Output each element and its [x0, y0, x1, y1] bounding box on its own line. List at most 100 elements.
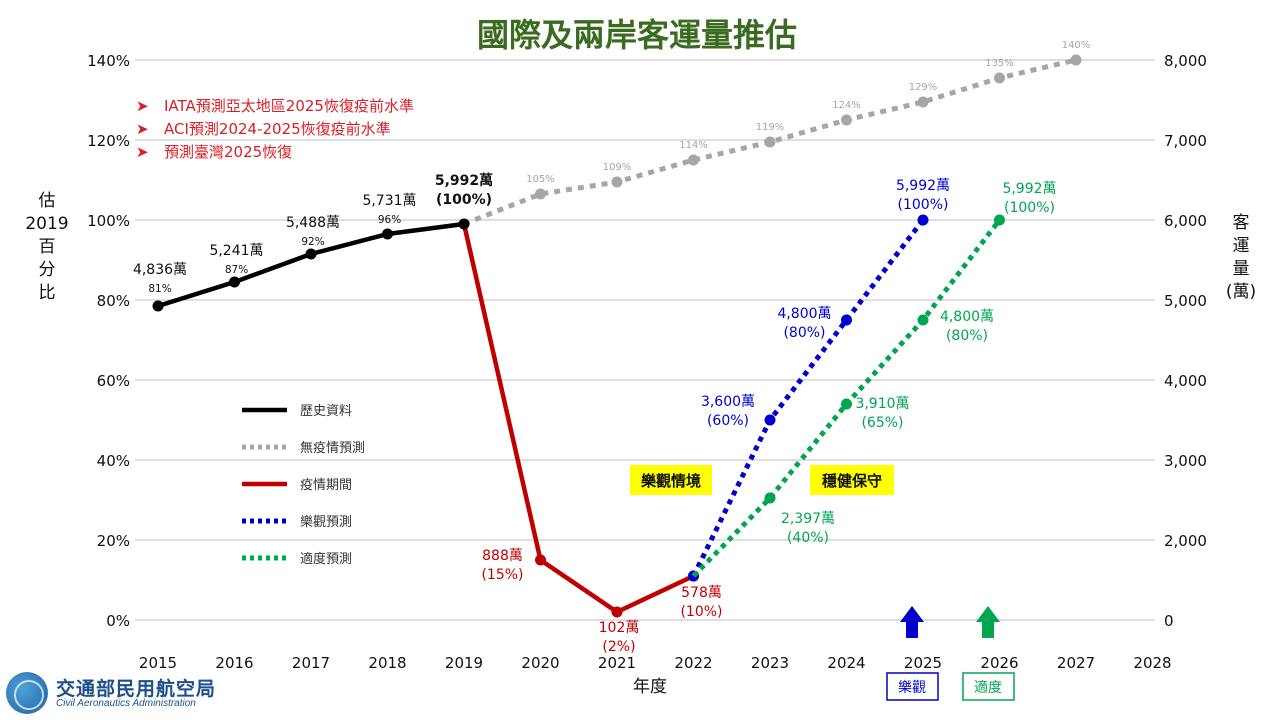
right-tick-label: 8,000: [1164, 52, 1207, 70]
data-point-no_pandemic: [688, 154, 699, 166]
x-tick-label: 2018: [368, 654, 406, 672]
data-label-value: 5,241萬: [209, 243, 263, 259]
data-label-pct: 105%: [526, 174, 555, 185]
legend-label: 適度預測: [300, 551, 352, 567]
data-label-pct: 124%: [832, 100, 861, 111]
data-label-pct: (65%): [861, 415, 903, 431]
data-point-no_pandemic: [1070, 54, 1082, 66]
data-label-pct: 92%: [301, 236, 324, 248]
right-tick-label: 0: [1164, 612, 1174, 630]
x-tick-label: 2022: [674, 654, 712, 672]
recovery-arrows: [900, 606, 1000, 638]
right-tick-label: 3,000: [1164, 452, 1207, 470]
legend-label: 樂觀預測: [300, 514, 352, 530]
data-point-moderate: [994, 214, 1005, 226]
data-point-pandemic: [611, 606, 623, 618]
data-label-value: 5,488萬: [286, 215, 340, 231]
data-label-value: 3,600萬: [701, 394, 755, 410]
x-tick-label: 2028: [1133, 654, 1171, 672]
note-text: IATA預測亞太地區2025恢復疫前水準: [164, 97, 414, 115]
data-label-pct: (80%): [783, 325, 825, 341]
data-point-historical: [229, 276, 240, 288]
data-label-pct: (80%): [946, 328, 988, 344]
right-axis-label-part: (萬): [1226, 282, 1256, 302]
data-point-no_pandemic: [841, 114, 852, 126]
data-label-pct: 81%: [148, 283, 171, 295]
data-point-no_pandemic: [535, 188, 546, 200]
right-axis-ticks: 0 2,000 3,000 4,000 5,000 6,000 7,000 8,000: [1164, 52, 1207, 630]
data-point-historical: [305, 248, 317, 260]
optimistic-scenario-box: [630, 465, 712, 495]
conservative-scenario-label: 穩健保守: [822, 472, 882, 490]
x-tick-label: 2021: [598, 654, 636, 672]
data-point-optimistic: [841, 314, 852, 326]
data-label-value: 4,836萬: [133, 262, 187, 278]
data-label-pct: (60%): [707, 413, 749, 429]
conservative-scenario-box: [810, 465, 894, 495]
data-label-value: 3,910萬: [855, 396, 909, 412]
optimistic-tag-box: [886, 672, 939, 701]
forecast-notes: ➤ IATA預測亞太地區2025恢復疫前水準 ➤ ACI預測2024-2025恢復疫前…: [136, 97, 414, 161]
right-tick-label: 4,000: [1164, 372, 1207, 390]
x-axis-label: 年度: [633, 677, 667, 697]
data-label-pct: (10%): [680, 604, 722, 620]
data-point-optimistic: [764, 414, 776, 426]
right-tick-label: 2,000: [1164, 532, 1207, 550]
note-text: ACI預測2024-2025恢復疫前水準: [164, 120, 391, 138]
data-point-no_pandemic: [764, 136, 776, 148]
moderate-tag-label: 適度: [974, 679, 1002, 696]
data-point-moderate: [841, 398, 852, 410]
x-tick-label: 2026: [980, 654, 1018, 672]
data-label-pct: (100%): [436, 192, 492, 208]
left-axis-label-part: 百: [39, 237, 56, 257]
data-label-pct: 96%: [378, 214, 401, 226]
data-label-pct: 119%: [756, 122, 785, 133]
data-label-pct: (2%): [602, 639, 635, 655]
series-lines: [152, 54, 1082, 618]
x-tick-label: 2017: [292, 654, 330, 672]
data-labels: 4,836萬 81% 5,241萬 87% 5,488萬 92% 5,731萬 96% 5,99…: [133, 40, 1090, 655]
data-label-pct: 140%: [1062, 40, 1091, 51]
left-axis-label-part: 分: [39, 260, 56, 280]
data-point-moderate: [764, 492, 776, 504]
data-point-historical: [458, 218, 470, 230]
right-tick-label: 5,000: [1164, 292, 1207, 310]
left-axis-ticks: 0% 20% 40% 60% 80% 100% 120% 140%: [87, 52, 130, 630]
up-arrow-icon: [900, 606, 924, 638]
left-tick-label: 80%: [97, 292, 130, 310]
left-tick-label: 120%: [87, 132, 130, 150]
logo-name-en: Civil Aeronautics Administration: [56, 698, 196, 709]
data-label-pct: 129%: [909, 82, 938, 93]
data-label-value: 4,800萬: [777, 306, 831, 322]
x-tick-label: 2023: [751, 654, 789, 672]
left-tick-label: 40%: [97, 452, 130, 470]
data-point-no_pandemic: [917, 96, 929, 108]
right-axis-label-part: 客: [1233, 213, 1250, 233]
left-tick-label: 140%: [87, 52, 130, 70]
series-line-pandemic: [461, 223, 695, 615]
x-tick-label: 2015: [139, 654, 177, 672]
x-axis-ticks: 2015 2016 2017 2018 2019 2020 2021 2022 2023 2024…: [139, 654, 1172, 672]
data-label-value: 102萬: [599, 620, 640, 636]
data-point-no_pandemic: [994, 72, 1005, 84]
data-label-value: 5,731萬: [362, 193, 416, 209]
left-tick-label: 100%: [87, 212, 130, 230]
data-label-pct: (100%): [898, 197, 949, 213]
data-label-pct: (15%): [481, 567, 523, 583]
logo-name-zh: 交通部民用航空局: [56, 678, 217, 700]
optimistic-tag-label: 樂觀: [898, 679, 926, 696]
chart-title: 國際及兩岸客運量推估: [477, 16, 797, 54]
legend-label: 歷史資料: [300, 404, 352, 419]
note-arrow-icon: ➤: [136, 97, 149, 115]
x-tick-label: 2020: [521, 654, 559, 672]
data-label-pct: (40%): [787, 530, 829, 546]
data-point-optimistic: [917, 214, 929, 226]
note-arrow-icon: ➤: [136, 120, 149, 138]
data-label-pct: (100%): [1004, 200, 1055, 216]
data-label-value: 4,800萬: [940, 309, 994, 325]
note-arrow-icon: ➤: [136, 143, 149, 161]
data-point-pandemic: [535, 554, 546, 566]
data-point-moderate: [917, 314, 929, 326]
data-label-value: 2,397萬: [781, 511, 835, 527]
